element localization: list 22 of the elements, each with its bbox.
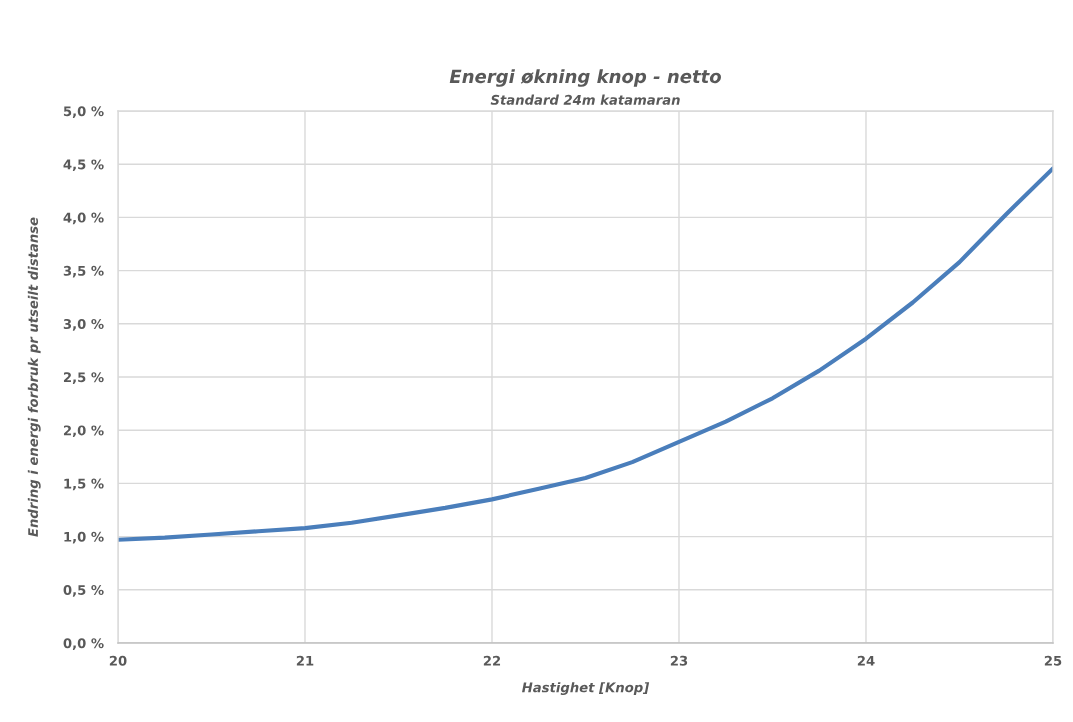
x-tick-label: 23 [670, 655, 688, 666]
y-tick-label: 3,0 % [63, 319, 104, 331]
y-tick-label: 0,0 % [63, 638, 104, 650]
x-axis-title: Hastighet [Knop] [522, 682, 650, 696]
y-tick-label: 0,5 % [63, 585, 104, 597]
x-tick-label: 22 [483, 655, 501, 666]
y-tick-label: 2,0 % [63, 425, 104, 438]
x-tick-label: 24 [857, 655, 875, 666]
x-tick-label: 25 [1044, 655, 1062, 666]
y-tick-label: 3,5 % [63, 265, 104, 278]
y-tick-label: 2,5 % [63, 372, 104, 384]
y-tick-label: 5,0 % [63, 106, 104, 118]
line-series [118, 166, 1053, 542]
chart-subtitle: Standard 24m katamaran [490, 94, 680, 105]
y-tick-label: 4,5 % [63, 159, 104, 172]
y-tick-label: 1,0 % [64, 531, 104, 544]
y-axis-title: Endring i energi forbruk pr utseilt distanse [27, 217, 41, 537]
y-tick-label: 1,5 % [64, 478, 104, 491]
y-tick-label: 4,0 % [63, 212, 104, 225]
x-tick-label: 21 [296, 655, 314, 666]
x-tick-label: 20 [109, 655, 127, 666]
chart-title: Energi økning knop - netto [449, 69, 721, 87]
